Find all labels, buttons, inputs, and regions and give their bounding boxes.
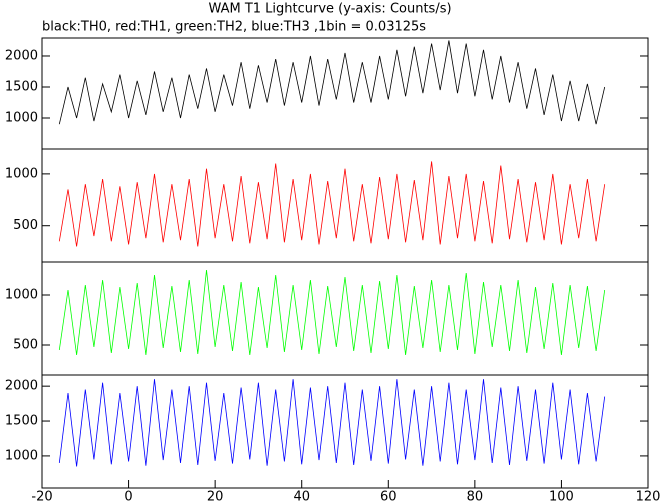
y-tick-label: 500 — [13, 218, 38, 233]
light-curve — [58, 379, 606, 467]
y-tick-label: 1500 — [5, 414, 38, 429]
y-tick-label: 2000 — [5, 379, 38, 394]
light-curve — [58, 40, 606, 125]
light-curve — [58, 161, 606, 247]
y-tick-label: 500 — [13, 338, 38, 353]
panel-frame — [41, 148, 649, 263]
y-tick-label: 1000 — [5, 110, 38, 125]
y-tick-label: 1000 — [5, 448, 38, 463]
y-tick-label: 1000 — [5, 166, 38, 181]
x-tick-label: 40 — [293, 490, 310, 504]
x-tick-label: 0 — [124, 490, 132, 504]
x-tick-label: 120 — [636, 490, 661, 504]
light-curve — [58, 269, 606, 356]
x-tick-label: 80 — [467, 490, 484, 504]
y-tick-label: 1500 — [5, 79, 38, 94]
x-tick-label: -20 — [31, 490, 52, 504]
chart-subtitle: black:TH0, red:TH1, green:TH2, blue:TH3 … — [42, 20, 426, 35]
chart-title: WAM T1 Lightcurve (y-axis: Counts/s) — [208, 2, 451, 17]
x-tick-label: 20 — [207, 490, 224, 504]
y-tick-label: 1000 — [5, 288, 38, 303]
x-tick-label: 60 — [380, 490, 397, 504]
y-tick-label: 2000 — [5, 48, 38, 63]
x-tick-label: 100 — [549, 490, 574, 504]
panel-frame — [41, 374, 649, 489]
